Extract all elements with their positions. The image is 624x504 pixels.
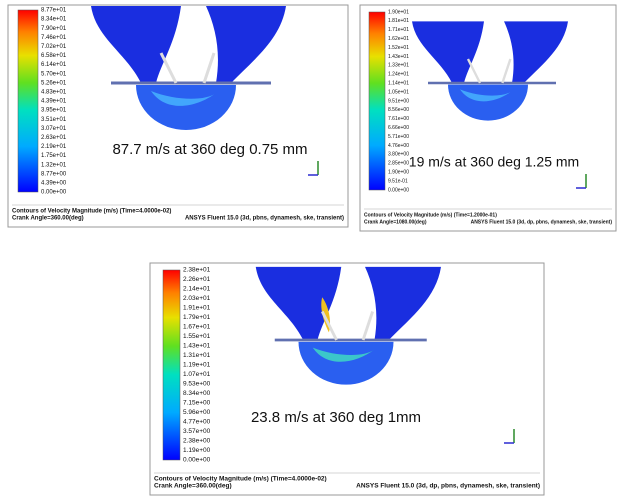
colorbar-label: 0.00e+00 [183, 457, 211, 464]
colorbar-label: 2.38e+01 [183, 267, 211, 274]
footer-text: ANSYS Fluent 15.0 (3d, dp, pbns, dynames… [471, 219, 613, 225]
colorbar-label: 3.57e+00 [183, 428, 211, 435]
colorbar-label: 1.31e+01 [183, 352, 211, 359]
colorbar-label: 4.39e+01 [41, 99, 67, 105]
colorbar-label: 7.90e+01 [41, 26, 67, 32]
colorbar-label: 2.38e+00 [183, 438, 211, 445]
colorbar-label: 1.91e+01 [183, 305, 211, 312]
colorbar-label: 6.66e+00 [388, 125, 409, 131]
colorbar-label: 9.51e+00 [388, 98, 409, 104]
colorbar [18, 10, 38, 192]
colorbar-label: 1.90e+00 [388, 170, 409, 176]
colorbar-label: 4.39e+00 [41, 180, 67, 186]
colorbar-label: 9.53e+00 [183, 381, 211, 388]
footer-text: ANSYS Fluent 15.0 (3d, pbns, dynamesh, s… [185, 216, 344, 222]
caption: 19 m/s at 360 deg 1.25 mm [409, 154, 579, 170]
footer-text: Crank Angle=360.00(deg) [12, 216, 84, 222]
colorbar-label: 7.02e+01 [41, 44, 67, 50]
footer-text: Contours of Velocity Magnitude (m/s) (Ti… [12, 209, 171, 215]
colorbar-label: 1.05e+01 [388, 89, 409, 95]
colorbar-label: 1.43e+01 [388, 54, 409, 60]
colorbar-label: 4.83e+01 [41, 89, 67, 95]
colorbar-label: 1.43e+01 [183, 343, 211, 350]
colorbar-label: 2.03e+01 [183, 295, 211, 302]
colorbar-label: 1.62e+01 [388, 36, 409, 42]
colorbar [369, 12, 385, 190]
colorbar-label: 2.85e+00 [388, 161, 409, 167]
colorbar-label: 5.26e+01 [41, 80, 67, 86]
caption: 87.7 m/s at 360 deg 0.75 mm [112, 141, 307, 158]
colorbar-label: 3.80e+00 [388, 152, 409, 158]
colorbar-label: 7.46e+01 [41, 35, 67, 41]
footer-text: Contours of Velocity Magnitude (m/s) (Ti… [154, 476, 327, 483]
colorbar-label: 8.34e+00 [183, 390, 211, 397]
colorbar-label: 1.19e+01 [183, 362, 211, 369]
colorbar-label: 1.32e+01 [41, 162, 67, 168]
colorbar-label: 8.77e+01 [41, 8, 67, 14]
colorbar-label: 3.51e+01 [41, 117, 67, 123]
colorbar [163, 270, 180, 460]
colorbar-label: 5.70e+01 [41, 71, 67, 77]
colorbar-label: 6.58e+01 [41, 53, 67, 59]
colorbar-label: 4.77e+00 [183, 419, 211, 426]
figure: 8.77e+01 8.34e+01 7.90e+01 7.46e+01 7.02e+01… [0, 0, 624, 499]
footer-text: Crank Angle=360.00(deg) [154, 483, 232, 490]
colorbar-label: 1.19e+00 [183, 447, 211, 454]
colorbar-label: 1.55e+01 [183, 333, 211, 340]
colorbar-label: 5.96e+00 [183, 409, 211, 416]
colorbar-label: 4.76e+00 [388, 143, 409, 149]
colorbar-label: 1.71e+01 [388, 27, 409, 33]
colorbar-label: 7.61e+00 [388, 116, 409, 122]
colorbar-label: 1.33e+01 [388, 63, 409, 69]
colorbar-label: 0.00e+00 [388, 187, 409, 193]
colorbar-label: 2.14e+01 [183, 286, 211, 293]
colorbar-label: 1.79e+01 [183, 314, 211, 321]
colorbar-label: 7.15e+00 [183, 400, 211, 407]
colorbar-label: 2.19e+01 [41, 144, 67, 150]
colorbar-label: 2.26e+01 [183, 276, 211, 283]
colorbar-label: 0.00e+00 [41, 190, 67, 196]
footer-text: Crank Angle=1080.00(deg) [364, 219, 427, 225]
footer-text: Contours of Velocity Magnitude (m/s) (Ti… [364, 212, 497, 218]
colorbar-label: 6.14e+01 [41, 62, 67, 68]
colorbar-label: 1.67e+01 [183, 324, 211, 331]
colorbar-label: 2.63e+01 [41, 135, 67, 141]
colorbar-label: 1.24e+01 [388, 72, 409, 78]
colorbar-label: 8.77e+00 [41, 171, 67, 177]
colorbar-label: 1.52e+01 [388, 45, 409, 51]
colorbar-label: 5.71e+00 [388, 134, 409, 140]
colorbar-label: 1.81e+01 [388, 18, 409, 24]
colorbar-label: 9.51e-01 [388, 178, 408, 184]
colorbar-label: 8.56e+00 [388, 107, 409, 113]
colorbar-label: 8.34e+01 [41, 17, 67, 23]
colorbar-label: 3.95e+01 [41, 108, 67, 114]
colorbar-label: 1.75e+01 [41, 153, 67, 159]
caption: 23.8 m/s at 360 deg 1mm [251, 409, 421, 426]
footer-text: ANSYS Fluent 15.0 (3d, dp, pbns, dynames… [356, 483, 540, 490]
colorbar-label: 1.07e+01 [183, 371, 211, 378]
colorbar-label: 1.90e+01 [388, 9, 409, 15]
colorbar-label: 3.07e+01 [41, 126, 67, 132]
colorbar-label: 1.14e+01 [388, 81, 409, 87]
